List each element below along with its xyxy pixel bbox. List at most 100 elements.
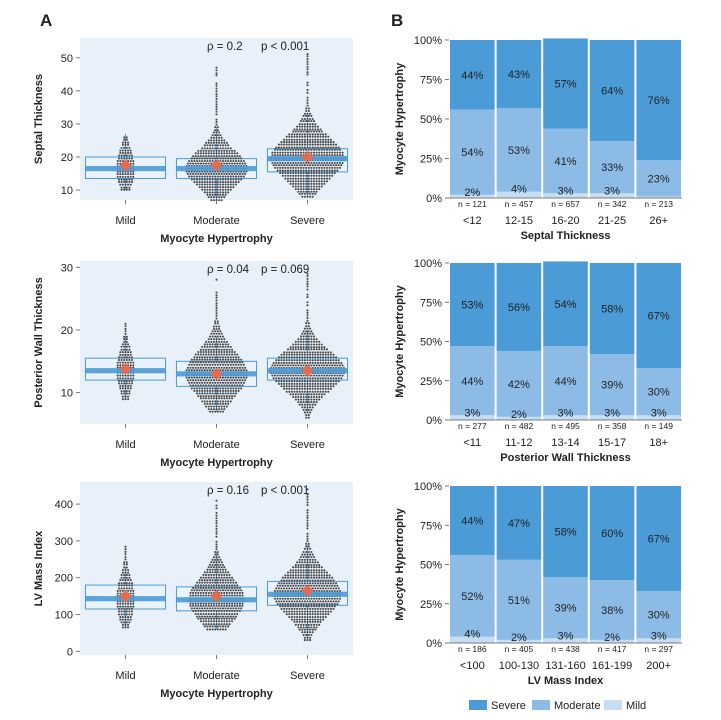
data-point: [232, 186, 235, 189]
data-point: [232, 615, 235, 618]
data-point: [280, 141, 283, 144]
data-point: [212, 395, 215, 398]
data-point: [306, 112, 309, 115]
data-point: [316, 164, 319, 167]
data-point: [318, 343, 321, 346]
data-point: [127, 374, 130, 377]
data-point: [306, 296, 309, 299]
data-point: [198, 356, 201, 359]
data-point: [124, 571, 127, 574]
data-point: [221, 625, 225, 628]
data-point: [123, 607, 126, 610]
data-point: [203, 191, 206, 194]
data-point: [297, 571, 300, 574]
data-point: [195, 363, 199, 366]
data-point: [220, 348, 223, 351]
data-point: [231, 162, 234, 165]
data-point: [223, 405, 226, 408]
data-point: [238, 379, 241, 382]
data-point: [203, 571, 206, 574]
data-point: [307, 401, 310, 404]
data-point: [208, 343, 212, 346]
data-point: [312, 566, 316, 569]
data-point: [322, 164, 325, 167]
data-point: [306, 516, 309, 519]
data-point: [315, 603, 318, 606]
data-point: [285, 587, 288, 590]
data-point: [197, 602, 200, 605]
data-point: [207, 617, 210, 620]
data-point: [306, 84, 309, 87]
data-point: [318, 169, 321, 172]
data-point: [315, 171, 318, 175]
data-point: [224, 389, 227, 392]
data-point: [206, 188, 209, 191]
mean-marker: [210, 159, 223, 172]
data-point: [214, 144, 217, 147]
data-point: [127, 351, 130, 354]
data-point: [319, 579, 322, 582]
data-point: [296, 385, 299, 388]
data-point: [195, 356, 199, 359]
data-point: [289, 151, 292, 154]
data-point: [331, 171, 334, 175]
data-point: [207, 591, 210, 595]
data-point: [194, 152, 197, 155]
data-point: [124, 558, 127, 561]
data-point: [192, 162, 195, 165]
data-point: [234, 387, 238, 390]
data-point: [305, 171, 308, 175]
data-point: [293, 385, 296, 388]
data-point: [211, 568, 214, 571]
data-point: [325, 154, 329, 157]
data-point: [316, 607, 319, 610]
data-point: [319, 135, 322, 138]
data-point: [207, 353, 210, 356]
data-point: [305, 605, 308, 608]
legend-label-mild: Mild: [626, 700, 646, 712]
data-point: [337, 587, 340, 590]
data-point: [328, 151, 331, 154]
data-point: [335, 356, 338, 359]
data-point: [318, 346, 321, 349]
data-point: [208, 160, 212, 163]
data-point: [206, 358, 209, 361]
data-point: [130, 180, 134, 184]
data-point: [286, 571, 290, 574]
data-point: [312, 571, 316, 574]
data-point: [234, 178, 238, 181]
data-point: [221, 345, 225, 348]
data-point: [336, 161, 339, 165]
data-point: [331, 166, 334, 169]
data-point: [229, 345, 232, 348]
data-point: [288, 353, 291, 356]
data-point: [123, 335, 126, 338]
data-point: [329, 359, 332, 362]
data-point: [299, 589, 303, 593]
data-point: [294, 395, 297, 399]
data-point: [119, 361, 122, 364]
data-point: [220, 353, 223, 356]
data-point: [298, 123, 301, 126]
severe-pct-label: 67%: [648, 311, 670, 323]
data-point: [210, 366, 213, 369]
data-point: [197, 591, 200, 595]
data-point: [323, 154, 326, 157]
data-point: [227, 343, 230, 346]
data-point: [124, 361, 127, 364]
data-point: [120, 157, 123, 160]
data-point: [221, 183, 225, 186]
data-point: [324, 164, 327, 167]
data-point: [216, 356, 219, 359]
data-point: [210, 139, 213, 142]
data-point: [215, 327, 218, 331]
data-point: [211, 160, 214, 163]
data-point: [124, 327, 127, 331]
stacked-chart-septal-pct: 0%25%50%75%100%Myocyte Hypertrophy2%54%4…: [394, 35, 682, 242]
data-point: [335, 382, 338, 385]
data-point: [216, 581, 219, 584]
data-point: [195, 376, 199, 379]
data-point: [316, 600, 319, 603]
data-point: [199, 397, 202, 400]
